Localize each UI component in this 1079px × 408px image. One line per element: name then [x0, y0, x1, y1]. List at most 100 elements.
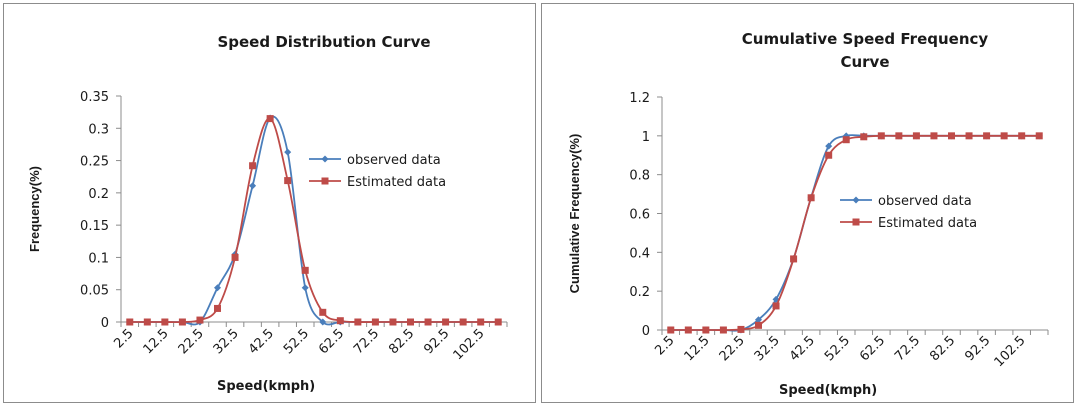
data-point-observed [319, 318, 327, 326]
data-point-estimated [494, 318, 502, 326]
series-line-estimated [129, 117, 499, 324]
x-tick-label: 82.5 [927, 333, 958, 364]
series-line-observed [129, 115, 499, 326]
data-point-estimated [842, 136, 850, 144]
cumulative-frequency-chart: Cumulative Speed Frequency Curve 0 0.2 0.4 0.… [541, 3, 1074, 403]
cumulative-frequency-chart-svg: Cumulative Speed Frequency Curve 0 0.2 0.4 0.… [567, 30, 1049, 398]
data-point-estimated [912, 132, 920, 140]
x-tick-label: 2.5 [111, 326, 136, 351]
data-point-observed [214, 284, 221, 292]
y-axis-label: Frequency(%) [27, 166, 42, 252]
series-line-estimated [670, 134, 1040, 331]
x-tick-label: 22.5 [717, 333, 748, 364]
x-tick-label: 92.5 [962, 333, 993, 364]
x-tick-label: 102.5 [992, 333, 1029, 370]
data-point-estimated [1018, 132, 1026, 140]
chart-title: Cumulative Speed Frequency [742, 30, 989, 48]
x-tick-label: 12.5 [682, 333, 713, 364]
y-tick-label: 0 [642, 324, 650, 339]
x-tick-label: 62.5 [857, 333, 888, 364]
y-tick-label: 0.2 [629, 285, 650, 300]
y-tick-label: 0.3 [88, 122, 109, 137]
legend-label: observed data [878, 194, 972, 209]
y-axis-label: Cumulative Frequency(%) [567, 134, 582, 294]
data-point-estimated [1000, 132, 1008, 140]
x-tick-label: 22.5 [176, 326, 207, 357]
data-point-estimated [737, 325, 745, 333]
data-point-estimated [214, 304, 221, 312]
data-point-estimated [1035, 132, 1043, 140]
legend-label: Estimated data [878, 216, 977, 231]
data-point-estimated [983, 132, 991, 140]
x-tick-label: 52.5 [822, 333, 853, 364]
y-tick-label: 1.2 [629, 91, 650, 106]
data-point-observed [284, 148, 292, 156]
legend-label: observed data [347, 153, 441, 168]
data-point-estimated [442, 318, 450, 326]
x-tick-label: 12.5 [141, 326, 172, 357]
data-point-estimated [807, 194, 815, 202]
data-point-observed [755, 316, 762, 324]
x-tick-label: 102.5 [451, 326, 488, 363]
x-tick-label: 72.5 [351, 326, 382, 357]
data-point-estimated [667, 326, 675, 334]
data-point-observed [772, 295, 780, 303]
x-tick-label: 72.5 [892, 333, 923, 364]
data-point-estimated [301, 266, 309, 274]
data-point-estimated [790, 255, 798, 263]
data-point-estimated [266, 115, 274, 123]
y-tick-label: 0.05 [80, 284, 109, 299]
x-tick-label: 32.5 [211, 326, 242, 357]
data-point-estimated [407, 318, 414, 326]
legend-marker [852, 218, 860, 226]
x-tick-label: 62.5 [316, 326, 347, 357]
data-point-estimated [178, 318, 186, 326]
speed-distribution-chart-svg: Speed Distribution Curve 0 0.05 0.1 0.15 0.2 0… [27, 33, 508, 394]
x-tick-label: 92.5 [421, 326, 452, 357]
data-point-estimated [284, 177, 292, 185]
x-tick-label: 2.5 [652, 333, 677, 358]
y-tick-label: 0.25 [80, 155, 109, 170]
y-tick-label: 0.2 [88, 187, 109, 202]
data-point-estimated [825, 151, 833, 159]
y-tick-label: 0.35 [80, 90, 109, 105]
data-point-estimated [702, 326, 710, 334]
data-point-estimated [719, 326, 727, 334]
legend-label: Estimated data [347, 175, 446, 190]
legend-marker [852, 196, 860, 204]
data-point-estimated [860, 133, 868, 141]
x-axis-label: Speed(kmph) [779, 383, 877, 398]
y-tick-label: 0.1 [88, 251, 109, 266]
series-line-observed [670, 134, 1040, 332]
legend-marker [321, 155, 329, 163]
y-tick-label: 0.8 [629, 169, 650, 184]
data-point-observed [301, 284, 309, 292]
data-point-estimated [354, 318, 362, 326]
y-tick-label: 1 [642, 130, 650, 145]
chart-title: Speed Distribution Curve [217, 33, 430, 51]
data-point-estimated [126, 318, 134, 326]
x-tick-label: 32.5 [752, 333, 783, 364]
data-point-estimated [196, 316, 204, 324]
data-point-estimated [877, 132, 885, 140]
data-point-estimated [336, 317, 344, 325]
data-point-estimated [319, 308, 327, 316]
data-point-estimated [459, 318, 467, 326]
x-tick-label: 42.5 [787, 333, 818, 364]
legend-marker [321, 177, 329, 185]
data-point-estimated [424, 318, 432, 326]
data-point-observed [249, 182, 257, 190]
chart-title: Curve [840, 53, 889, 71]
data-point-estimated [389, 318, 397, 326]
y-tick-label: 0.4 [629, 246, 650, 261]
y-tick-label: 0.6 [629, 208, 650, 223]
data-point-estimated [143, 318, 151, 326]
y-tick-label: 0.15 [80, 219, 109, 234]
data-point-estimated [161, 318, 169, 326]
x-tick-label: 82.5 [386, 326, 417, 357]
data-point-estimated [371, 318, 379, 326]
data-point-observed [825, 142, 833, 150]
data-point-estimated [755, 321, 762, 329]
data-point-estimated [772, 302, 780, 310]
data-point-estimated [249, 162, 257, 170]
